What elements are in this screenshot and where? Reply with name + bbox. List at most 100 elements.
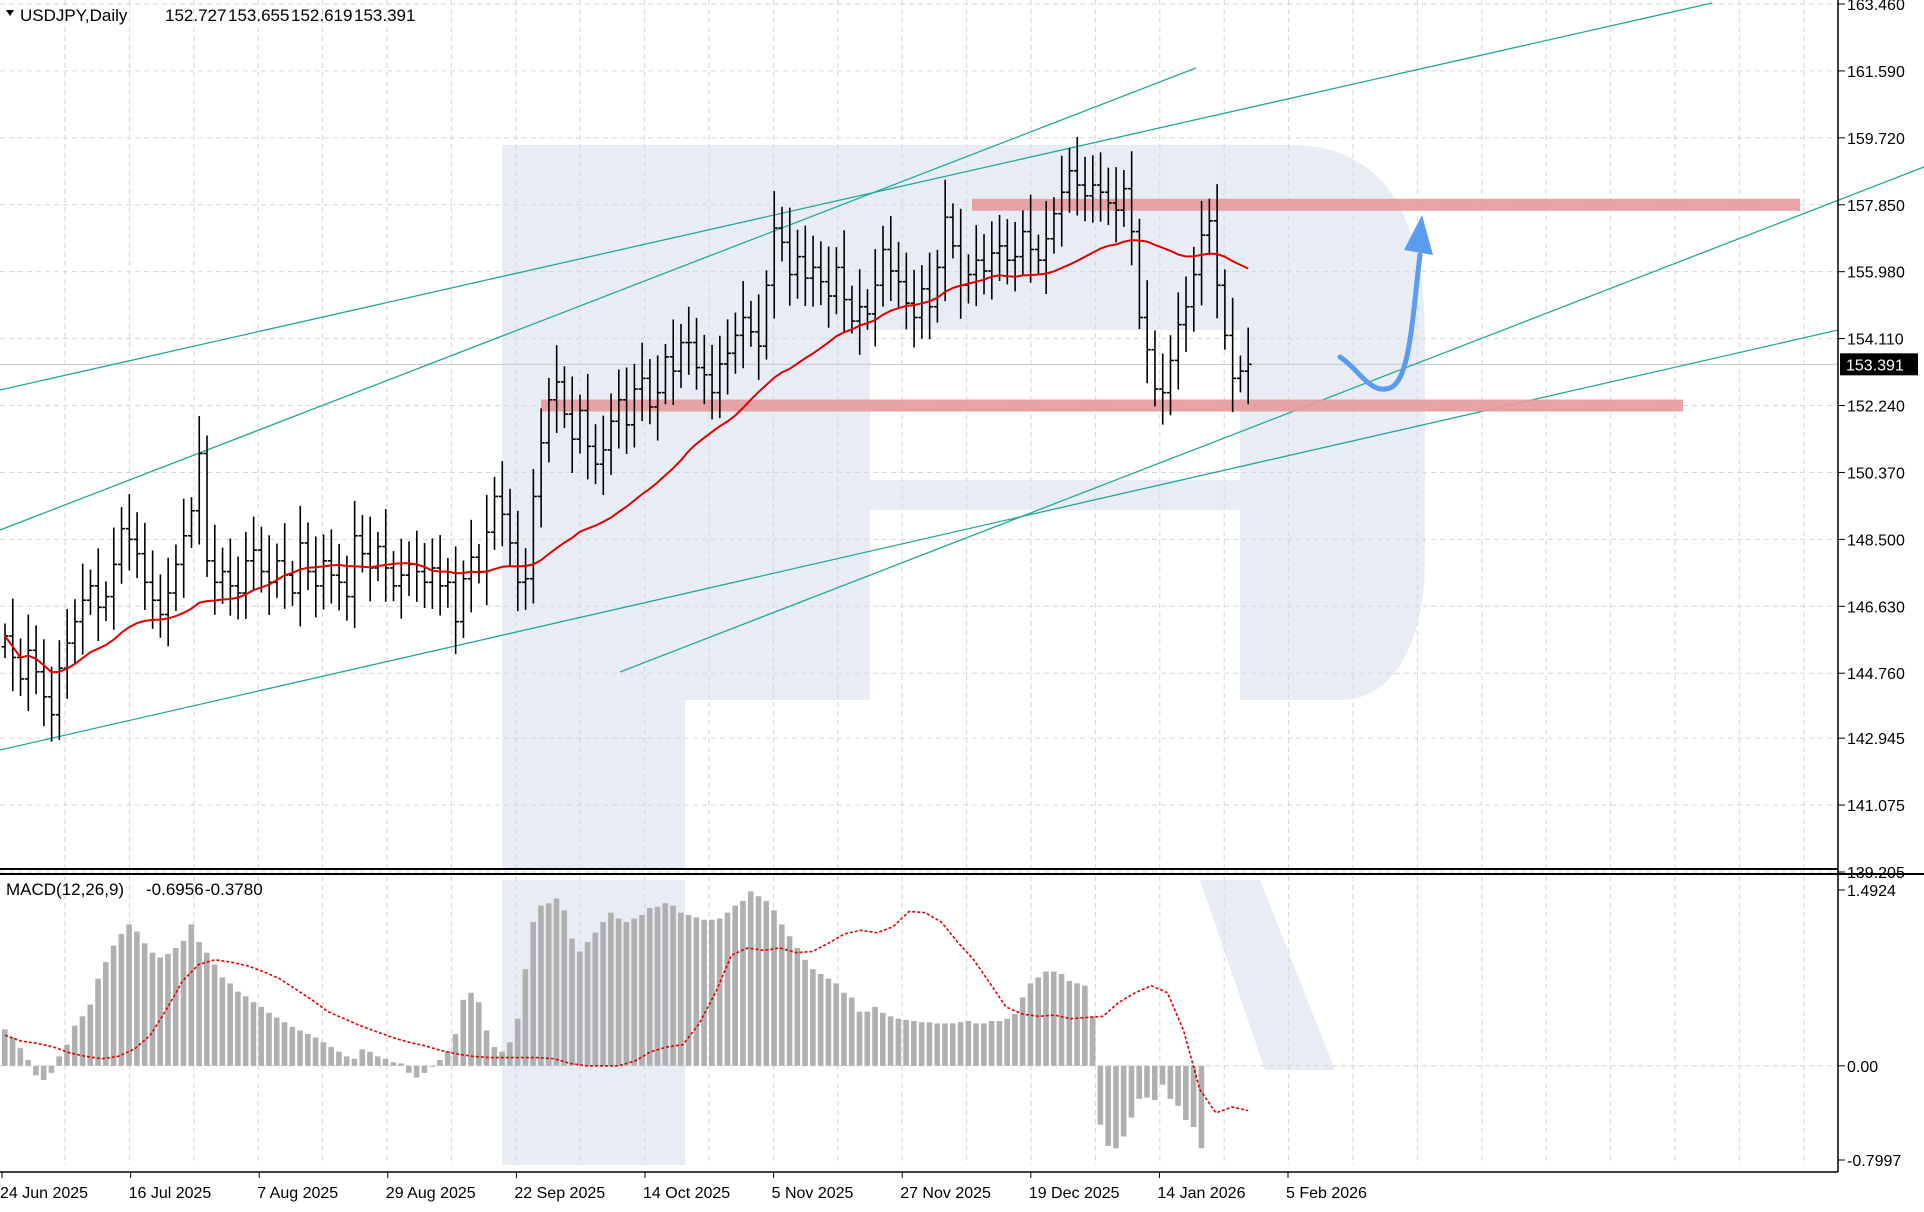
price-bar [180,498,188,598]
price-bar [731,312,739,374]
price-bar [327,529,335,604]
y-tick-label: 148.500 [1847,532,1905,549]
price-bar [195,415,203,545]
price-bar [1112,167,1120,243]
price-bar [265,535,273,615]
macd-bar [918,1022,925,1066]
macd-bar [701,919,707,1066]
price-bar [125,494,133,571]
price-bar [840,230,848,334]
macd-bar [1035,977,1042,1066]
macd-bar [491,1046,498,1066]
price-bar [1065,147,1073,213]
price-bar [972,225,980,307]
price-bar [498,460,506,547]
price-bar [1221,269,1229,350]
price-bar [941,179,949,302]
macd-bar [297,1030,303,1066]
macd-bar [227,983,233,1066]
macd-bar [79,1016,86,1066]
price-bar [436,535,444,616]
price-bar [996,214,1004,281]
macd-bar [576,951,583,1066]
macd-bar [965,1021,972,1066]
macd-bar [421,1065,428,1073]
dropdown-triangle-icon[interactable] [6,10,14,16]
macd-bar [273,1017,280,1066]
price-bar [226,538,234,616]
price-bar [708,344,716,420]
price-bar [926,252,934,340]
macd-bar [281,1022,288,1066]
open-value: 152.727 [165,6,226,25]
price-bar [762,270,770,360]
price-bar [288,560,296,606]
price-bar [560,366,568,429]
macd-bar [771,910,777,1066]
macd-header: MACD(12,26,9) -0.6956 -0.3780 [6,880,263,899]
signal-value: -0.3780 [205,880,263,899]
price-bar [1003,219,1011,285]
macd-bar [545,903,552,1066]
macd-bar [569,938,575,1066]
macd-bar [600,922,606,1066]
price-bar [382,508,390,602]
macd-value: -0.6956 [146,880,204,899]
price-bar [778,206,786,262]
macd-bar [685,915,692,1066]
x-tick-label: 27 Nov 2025 [900,1185,991,1202]
macd-bar [934,1023,940,1066]
time-axis: 24 Jun 2025 16 Jul 2025 7 Aug 2025 29 Aug 2… [0,1172,1367,1202]
price-bar [553,345,561,433]
price-bar [1190,246,1198,332]
macd-bar [732,905,738,1066]
price-bar [724,319,732,395]
macd-bar [887,1016,894,1066]
macd-y-tick-label: 1.4924 [1847,883,1896,900]
macd-bar [957,1022,964,1066]
macd-bar [351,1058,358,1066]
price-bar [17,638,25,696]
macd-bar [911,1021,917,1066]
macd-bar [87,1004,94,1066]
macd-bar [538,905,544,1066]
macd-bar [382,1058,389,1066]
y-tick-label: 146.630 [1847,599,1905,616]
macd-bar [988,1021,995,1066]
price-bar [584,373,592,480]
price-bar [786,207,794,306]
macd-bar [437,1059,443,1066]
macd-bar [475,1002,482,1066]
price-bar [832,247,840,315]
macd-bar [1120,1065,1127,1137]
price-bar [397,538,405,619]
macd-bar [1066,980,1073,1066]
macd-bar [483,1030,490,1066]
macd-bar [763,900,770,1066]
price-bar [273,543,281,598]
macd-bar [468,992,474,1066]
support-zone [541,399,1683,412]
y-tick-label: 163.460 [1847,0,1905,14]
macd-bar [973,1023,979,1066]
price-bar [825,246,833,328]
price-bar [770,191,778,319]
price-bar [661,343,669,405]
macd-y-tick-label: 0.00 [1847,1059,1878,1076]
macd-bar [662,903,669,1066]
price-bar [817,241,825,306]
macd-bar [305,1033,311,1066]
price-bar [1229,297,1237,413]
macd-bar [880,1012,886,1066]
macd-bar [709,919,715,1066]
price-bar [1167,335,1174,416]
macd-bar [312,1037,319,1066]
x-tick-label: 14 Jan 2026 [1157,1185,1245,1202]
macd-bar [514,1018,521,1066]
y-tick-label: 157.850 [1847,198,1905,215]
macd-histogram [2,891,1205,1149]
macd-bar [149,952,156,1066]
price-bar [475,544,483,584]
price-bar [887,216,895,301]
price-bar [654,355,662,441]
